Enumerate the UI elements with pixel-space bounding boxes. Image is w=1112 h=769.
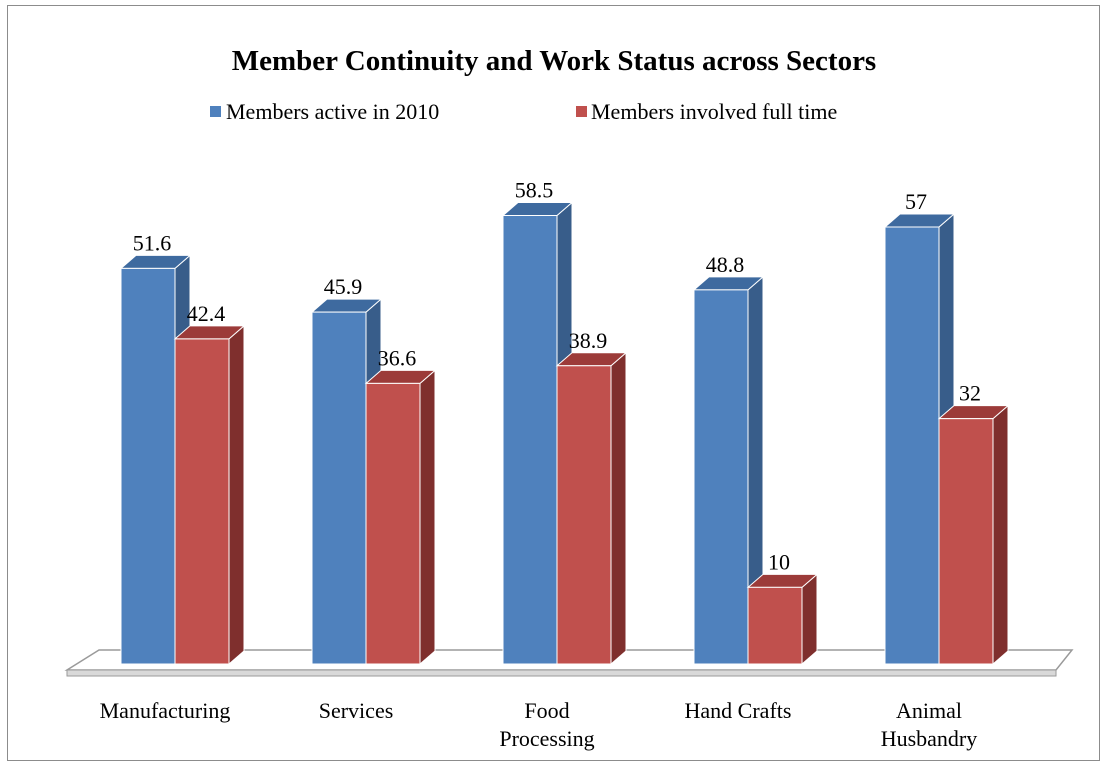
- category-label-2: Food Processing: [499, 698, 594, 751]
- legend-label-full-time: Members involved full time: [591, 99, 837, 124]
- category-label-line: Food: [524, 698, 569, 723]
- bar-side: [992, 404, 1009, 666]
- category-label-1: Services: [319, 698, 394, 723]
- data-label-4-0: 57: [905, 189, 927, 214]
- bar-front: [502, 215, 558, 665]
- category-label-3: Hand Crafts: [685, 698, 792, 723]
- bar-side: [228, 324, 245, 666]
- category-ticks: Manufacturing Services Food Processing Hand …: [100, 698, 978, 751]
- bar-front: [884, 226, 940, 665]
- chart-title: Member Continuity and Work Status across…: [232, 45, 876, 77]
- data-labels: 51.6 42.4 45.9 36.6 58.5 38.9 48.8 10 57 32: [133, 178, 981, 575]
- legend: Members active in 2010 Members involved …: [210, 99, 837, 124]
- bar-4-1: [937, 404, 1010, 666]
- bar-front: [120, 267, 176, 665]
- bar-front: [556, 365, 612, 665]
- bar-front: [311, 311, 367, 665]
- chart-svg: Member Continuity and Work Status across…: [64, 45, 1074, 751]
- data-label-0-0: 51.6: [133, 230, 172, 255]
- bar-front: [938, 418, 994, 665]
- bar-3-0: [692, 275, 765, 666]
- category-label-line: Husbandry: [881, 726, 978, 751]
- bar-front: [693, 289, 749, 665]
- chart-frame: Member Continuity and Work Status across…: [7, 5, 1100, 761]
- data-label-3-0: 48.8: [706, 252, 745, 277]
- data-label-2-1: 38.9: [569, 328, 608, 353]
- bar-front: [174, 338, 230, 665]
- category-label-line: Manufacturing: [100, 698, 231, 723]
- bar-3-1: [746, 573, 819, 666]
- data-label-0-1: 42.4: [187, 301, 226, 326]
- data-label-4-1: 32: [959, 381, 981, 406]
- bar-side: [801, 573, 818, 666]
- bar-side: [610, 351, 627, 666]
- data-label-1-1: 36.6: [378, 345, 417, 370]
- data-label-1-0: 45.9: [324, 274, 363, 299]
- category-label-4: Animal Husbandry: [881, 698, 978, 751]
- legend-swatch-full-time: [576, 106, 587, 117]
- category-label-line: Processing: [499, 726, 594, 751]
- category-label-line: Animal: [896, 698, 962, 723]
- bar-0-1: [173, 324, 246, 666]
- category-label-line: Hand Crafts: [685, 698, 792, 723]
- bar-2-1: [555, 351, 628, 666]
- category-label-0: Manufacturing: [100, 698, 231, 723]
- bar-side: [419, 369, 436, 666]
- legend-swatch-active-2010: [210, 106, 221, 117]
- category-label-line: Services: [319, 698, 394, 723]
- data-label-3-1: 10: [768, 549, 790, 574]
- bar-front: [747, 586, 803, 665]
- legend-label-active-2010: Members active in 2010: [226, 99, 439, 124]
- bar-1-1: [364, 369, 437, 666]
- chart-floor-edge: [66, 669, 1057, 677]
- bar-front: [365, 382, 421, 665]
- bars: [119, 201, 1010, 666]
- data-label-2-0: 58.5: [515, 178, 554, 203]
